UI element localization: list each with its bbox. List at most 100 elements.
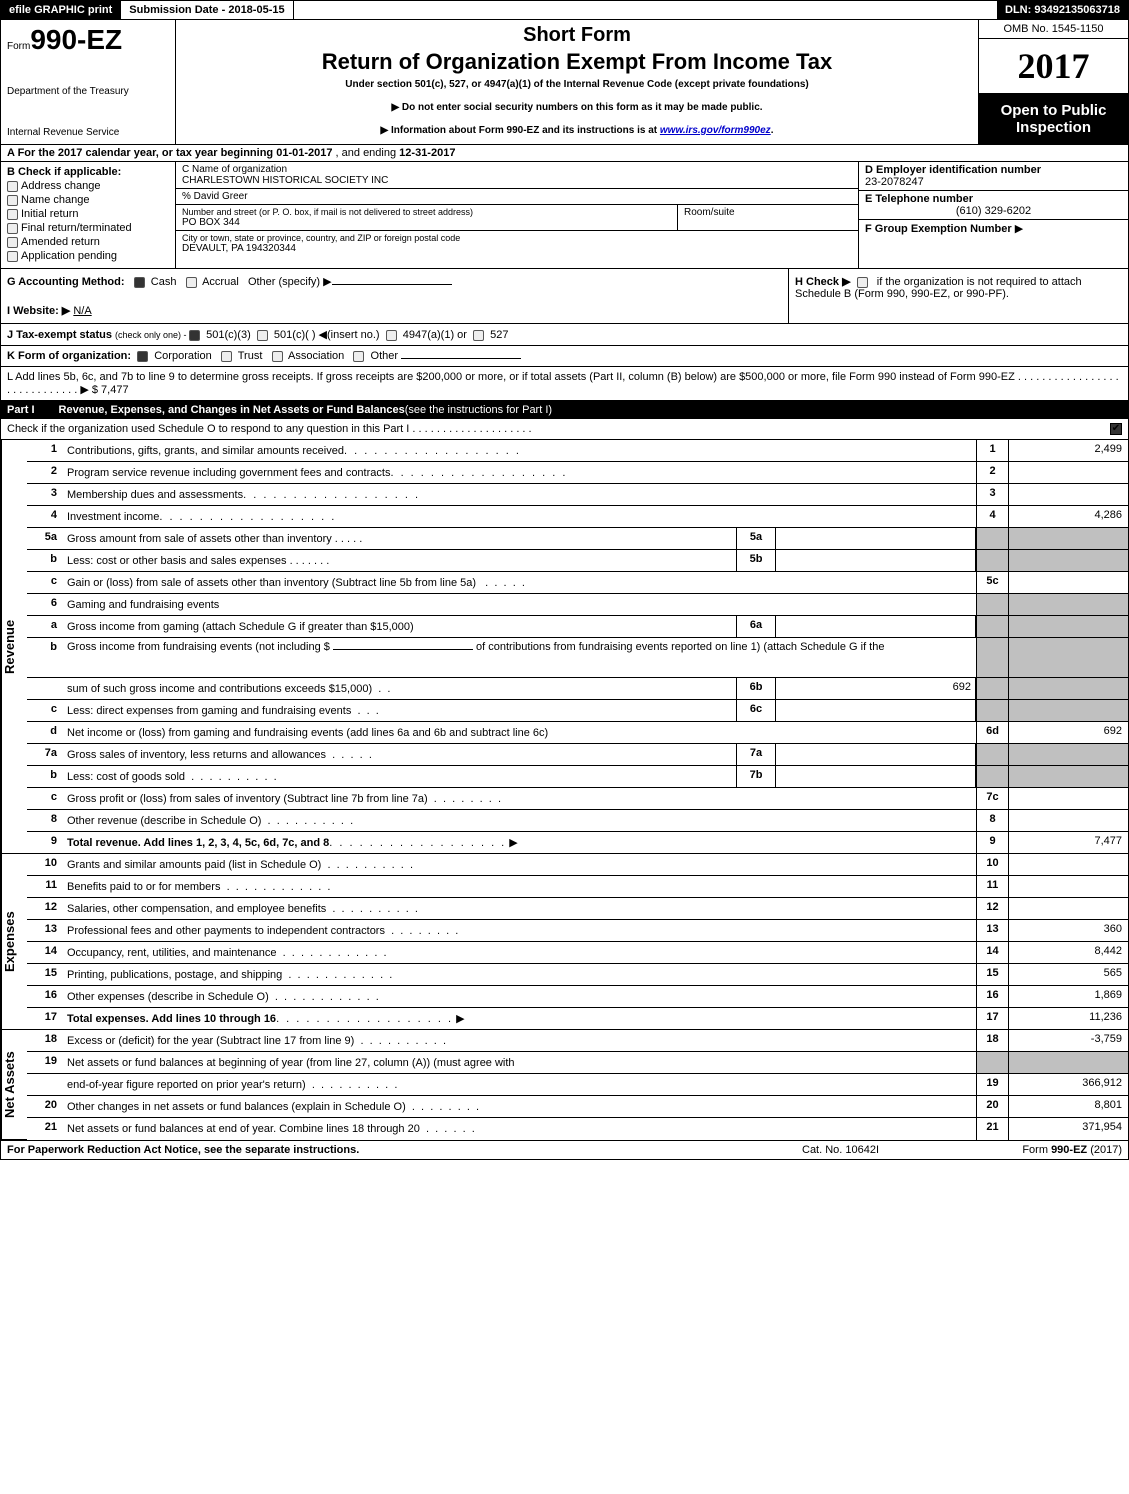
radio-501c-icon[interactable] bbox=[257, 330, 268, 341]
checkbox-icon bbox=[7, 181, 18, 192]
line-1: 1 Contributions, gifts, grants, and simi… bbox=[27, 440, 1128, 462]
arrow-icon: ▶ bbox=[509, 836, 517, 849]
chk-address-change[interactable]: Address change bbox=[7, 180, 169, 192]
line-20: 20 Other changes in net assets or fund b… bbox=[27, 1096, 1128, 1118]
line-6b-part1: b Gross income from fundraising events (… bbox=[27, 638, 1128, 678]
accounting-label: G Accounting Method: bbox=[7, 276, 125, 288]
line-val: 11,236 bbox=[1008, 1008, 1128, 1029]
instructions-link[interactable]: www.irs.gov/form990ez bbox=[660, 125, 771, 136]
chk-name-change-label: Name change bbox=[21, 194, 90, 206]
radio-corp-icon[interactable] bbox=[137, 351, 148, 362]
net-assets-section: Net Assets 18 Excess or (deficit) for th… bbox=[1, 1030, 1128, 1140]
line-ref-shade bbox=[976, 550, 1008, 571]
chk-application-pending[interactable]: Application pending bbox=[7, 250, 169, 262]
line-subref: 6a bbox=[736, 616, 776, 637]
website-value: N/A bbox=[73, 305, 91, 317]
form-ref: Form 990-EZ (2017) bbox=[962, 1144, 1122, 1156]
line-num: 18 bbox=[27, 1030, 63, 1051]
form-ref-bold: 990-EZ bbox=[1051, 1144, 1087, 1156]
radio-accrual-label: Accrual bbox=[202, 276, 239, 288]
ein-label: D Employer identification number bbox=[865, 164, 1041, 176]
radio-4947-icon[interactable] bbox=[386, 330, 397, 341]
line-desc: Excess or (deficit) for the year (Subtra… bbox=[67, 1035, 354, 1047]
line-num: 21 bbox=[27, 1118, 63, 1140]
schedule-b-checkbox-icon[interactable] bbox=[857, 277, 868, 288]
line-2: 2 Program service revenue including gove… bbox=[27, 462, 1128, 484]
line-num: 9 bbox=[27, 832, 63, 853]
line-ref: 14 bbox=[976, 942, 1008, 963]
sections-d-e-f: D Employer identification number 23-2078… bbox=[858, 162, 1128, 268]
checkbox-icon bbox=[7, 195, 18, 206]
expenses-section: Expenses 10 Grants and similar amounts p… bbox=[1, 854, 1128, 1030]
room-suite-cell: Room/suite bbox=[678, 205, 858, 230]
line-5b: b Less: cost or other basis and sales ex… bbox=[27, 550, 1128, 572]
line-7c: c Gross profit or (loss) from sales of i… bbox=[27, 788, 1128, 810]
org-name-cell: C Name of organization CHARLESTOWN HISTO… bbox=[176, 162, 858, 189]
opt-corp: Corporation bbox=[154, 350, 211, 362]
radio-cash-icon[interactable] bbox=[134, 277, 145, 288]
line-ref: 12 bbox=[976, 898, 1008, 919]
chk-final-return[interactable]: Final return/terminated bbox=[7, 222, 169, 234]
form-ref-post: (2017) bbox=[1087, 1144, 1122, 1156]
line-val-shade bbox=[1008, 616, 1128, 637]
line-ref: 7c bbox=[976, 788, 1008, 809]
line-17: 17 Total expenses. Add lines 10 through … bbox=[27, 1008, 1128, 1030]
line-desc-1: Gross income from fundraising events (no… bbox=[67, 641, 333, 653]
radio-527-icon[interactable] bbox=[473, 330, 484, 341]
print-button[interactable]: efile GRAPHIC print bbox=[1, 1, 121, 19]
chk-name-change[interactable]: Name change bbox=[7, 194, 169, 206]
radio-accrual-icon[interactable] bbox=[186, 277, 197, 288]
line-desc: Total revenue. Add lines 1, 2, 3, 4, 5c,… bbox=[67, 837, 329, 849]
line-ref: 13 bbox=[976, 920, 1008, 941]
radio-501c3-icon[interactable] bbox=[189, 330, 200, 341]
line-num: 13 bbox=[27, 920, 63, 941]
line-ref: 3 bbox=[976, 484, 1008, 505]
line-num: 14 bbox=[27, 942, 63, 963]
gross-receipts-value: 7,477 bbox=[101, 384, 129, 396]
part1-title-note: (see the instructions for Part I) bbox=[405, 404, 552, 416]
care-of: % David Greer bbox=[176, 189, 858, 205]
website-label: I Website: ▶ bbox=[7, 305, 70, 317]
line-ref: 20 bbox=[976, 1096, 1008, 1117]
section-a-pre: A For the 2017 calendar year, or tax yea… bbox=[7, 147, 276, 159]
line-desc: Other revenue (describe in Schedule O) bbox=[67, 815, 261, 827]
line-18: 18 Excess or (deficit) for the year (Sub… bbox=[27, 1030, 1128, 1052]
chk-initial-return[interactable]: Initial return bbox=[7, 208, 169, 220]
line-15: 15 Printing, publications, postage, and … bbox=[27, 964, 1128, 986]
line-ref: 21 bbox=[976, 1118, 1008, 1140]
opt-assoc: Association bbox=[288, 350, 344, 362]
line-val: 8,801 bbox=[1008, 1096, 1128, 1117]
part1-num: Part I bbox=[7, 404, 35, 416]
line-desc-1: Net assets or fund balances at beginning… bbox=[67, 1057, 515, 1069]
line-desc: Investment income bbox=[67, 511, 159, 523]
short-form-label: Short Form bbox=[184, 24, 970, 47]
chk-final-return-label: Final return/terminated bbox=[21, 222, 132, 234]
schedule-o-checkbox-icon[interactable]: ✔ bbox=[1110, 423, 1122, 435]
omb-number: OMB No. 1545-1150 bbox=[979, 20, 1128, 39]
header-right: OMB No. 1545-1150 2017 Open to Public In… bbox=[978, 20, 1128, 144]
section-h-pre: H Check ▶ bbox=[795, 276, 851, 288]
line-ref: 10 bbox=[976, 854, 1008, 875]
section-d: D Employer identification number 23-2078… bbox=[859, 162, 1128, 191]
part1-check-row: Check if the organization used Schedule … bbox=[1, 419, 1128, 440]
chk-amended-return[interactable]: Amended return bbox=[7, 236, 169, 248]
radio-assoc-icon[interactable] bbox=[272, 351, 283, 362]
line-num: 20 bbox=[27, 1096, 63, 1117]
line-val bbox=[1008, 876, 1128, 897]
other-org-line bbox=[401, 358, 521, 359]
tax-year-begin: 01-01-2017 bbox=[276, 147, 332, 159]
line-desc-2: of contributions from fundraising events… bbox=[473, 641, 885, 653]
line-val bbox=[1008, 898, 1128, 919]
line-16: 16 Other expenses (describe in Schedule … bbox=[27, 986, 1128, 1008]
tax-year-end: 12-31-2017 bbox=[399, 147, 455, 159]
other-specify-line bbox=[332, 284, 452, 285]
line-val: -3,759 bbox=[1008, 1030, 1128, 1051]
line-ref: 2 bbox=[976, 462, 1008, 483]
line-desc: Gross profit or (loss) from sales of inv… bbox=[67, 793, 428, 805]
radio-trust-icon[interactable] bbox=[221, 351, 232, 362]
line-subref: 6b bbox=[736, 678, 776, 699]
radio-other-org-icon[interactable] bbox=[353, 351, 364, 362]
line-desc: Grants and similar amounts paid (list in… bbox=[67, 859, 321, 871]
line-6d: d Net income or (loss) from gaming and f… bbox=[27, 722, 1128, 744]
info-pre: ▶ Information about Form 990-EZ and its … bbox=[381, 125, 660, 136]
